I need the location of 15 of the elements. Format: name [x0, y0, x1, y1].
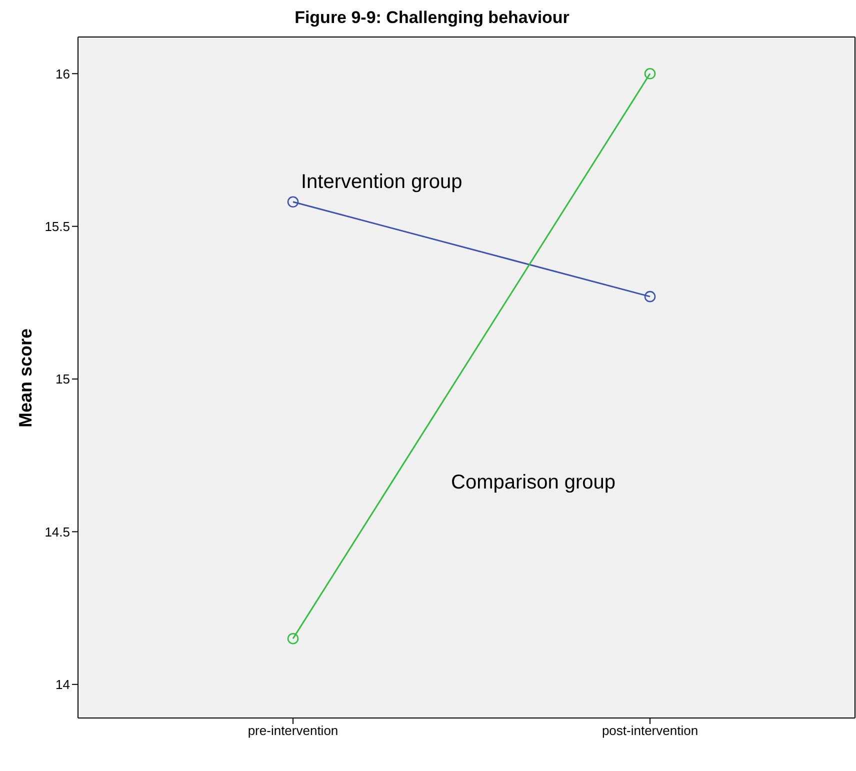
- chart-title: Figure 9-9: Challenging behaviour: [294, 8, 570, 28]
- y-tick-label: 16: [56, 66, 70, 82]
- point: [287, 196, 299, 208]
- text: Comparison group: [451, 472, 616, 494]
- series-label: Intervention group: [301, 170, 462, 193]
- y-tick-label: 15: [56, 372, 70, 387]
- x-tick-label: post-intervention: [602, 723, 698, 738]
- y-tick-label: 14.5: [44, 524, 70, 540]
- y-tick-label: 14: [56, 677, 70, 692]
- point: [644, 68, 656, 80]
- y-axis-title: Mean score: [15, 328, 36, 428]
- point: [287, 632, 299, 644]
- y-tick-label: 15.5: [44, 218, 70, 234]
- x-tick-label: pre-intervention: [248, 723, 338, 738]
- point: [644, 290, 656, 302]
